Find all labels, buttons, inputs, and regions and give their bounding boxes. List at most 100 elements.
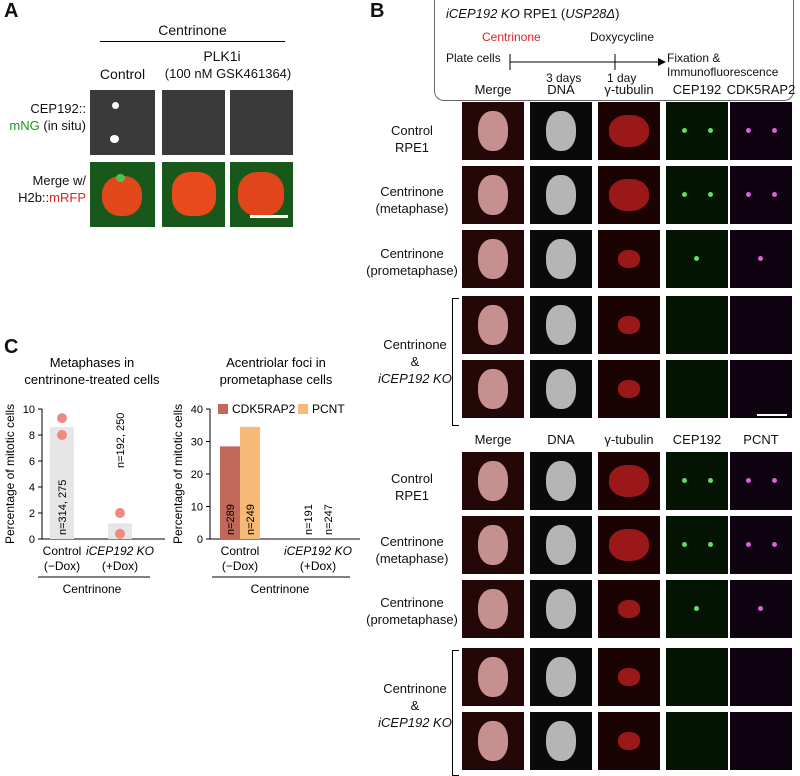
cell-signal <box>546 525 576 565</box>
scale-bar-a <box>250 215 288 218</box>
b-row-label-control-bottom: Control RPE1 <box>372 470 452 504</box>
cell-signal <box>618 732 640 750</box>
panel-a-letter: A <box>4 0 19 22</box>
micrograph-gtub <box>598 102 660 160</box>
cell-signal <box>618 316 640 334</box>
cell-signal <box>478 657 508 697</box>
micrograph-other <box>730 648 792 706</box>
n-label: n=191 <box>303 504 315 535</box>
micrograph-dna <box>530 230 592 288</box>
cell-signal <box>546 369 576 409</box>
micrograph-dna <box>530 166 592 224</box>
row-label-line: iCEP192 KO <box>378 371 452 386</box>
micrograph-merge <box>462 580 524 638</box>
b-column-header: Merge <box>474 82 512 97</box>
legend-swatch <box>298 404 308 414</box>
micrograph-cep192 <box>666 516 728 574</box>
focus-spot <box>708 128 713 133</box>
micrograph-merge-control <box>90 162 155 227</box>
scheme-title-c: USP28Δ <box>565 6 616 21</box>
n-label: n=192, 250 <box>115 413 127 468</box>
focus-spot <box>708 478 713 483</box>
b-column-header: CDK5RAP2 <box>726 82 796 97</box>
mrfp-text: mRFP <box>49 190 86 205</box>
micrograph-merge <box>462 360 524 418</box>
cell-signal <box>546 461 576 501</box>
focus-spot <box>708 192 713 197</box>
micrograph-merge <box>462 452 524 510</box>
b-column-header: PCNT <box>743 432 779 447</box>
cell-signal <box>478 461 508 501</box>
micrograph-merge-plk1i-1 <box>162 162 225 227</box>
micrograph-gtub <box>598 452 660 510</box>
cell-signal <box>609 179 649 211</box>
panel-a-header: Centrinone <box>158 22 227 38</box>
row-label-line: & <box>410 698 420 713</box>
b-bracket-top <box>452 298 459 426</box>
category-label: Control <box>221 544 260 558</box>
focus-spot <box>746 478 751 483</box>
micrograph-cep192 <box>666 360 728 418</box>
micrograph-cep192-control <box>90 90 155 155</box>
cell-signal <box>478 369 508 409</box>
scheme-plate: Plate cells <box>446 51 501 65</box>
group-label: Centrinone <box>63 582 122 596</box>
row-label-line: (metaphase) <box>375 551 449 566</box>
cell-signal <box>546 305 576 345</box>
b-column-header: DNA <box>547 432 575 447</box>
category-label: Control <box>43 544 82 558</box>
row-label-line: Centrinone <box>380 534 444 549</box>
scheme-title: iCEP192 KO RPE1 (USP28Δ) <box>446 6 619 21</box>
row-label-line: (prometaphase) <box>366 263 458 278</box>
focus-spot <box>682 478 687 483</box>
cell-signal <box>546 239 576 279</box>
b-row-label-control-top: Control RPE1 <box>372 122 452 156</box>
bar <box>220 446 240 539</box>
micrograph-dna <box>530 296 592 354</box>
b-column-header: Merge <box>474 432 512 447</box>
row-label-line1: Merge w/ <box>32 173 86 188</box>
row-label-line: RPE1 <box>395 488 429 503</box>
row-label-line: (metaphase) <box>375 201 449 216</box>
y-tick-label: 2 <box>29 508 35 520</box>
scheme-3days: 3 days <box>546 71 582 85</box>
y-tick-label: 10 <box>191 502 203 514</box>
b-row-label-prometa-top: Centrinone (prometaphase) <box>362 245 462 279</box>
row-label-line: (prometaphase) <box>366 612 458 627</box>
micrograph-gtub <box>598 296 660 354</box>
n-label: n=247 <box>323 504 335 535</box>
micrograph-cep192 <box>666 102 728 160</box>
scale-bar-b <box>757 414 787 416</box>
in-situ-text: (in situ) <box>39 118 86 133</box>
micrograph-cep192 <box>666 166 728 224</box>
bar <box>50 427 74 539</box>
row-label-line: RPE1 <box>395 140 429 155</box>
micrograph-merge <box>462 230 524 288</box>
micrograph-merge <box>462 102 524 160</box>
cell-signal <box>618 250 640 268</box>
row-label-line: Centrinone <box>380 595 444 610</box>
cell-signal <box>546 111 576 151</box>
y-tick-label: 0 <box>197 534 203 546</box>
chart-acentriolar-foci: Acentriolar foci in prometaphase cells 0 10… <box>171 356 360 596</box>
micrograph-gtub <box>598 580 660 638</box>
micrograph-merge <box>462 166 524 224</box>
micrograph-gtub <box>598 166 660 224</box>
y-tick-label: 4 <box>29 482 35 494</box>
category-sub-label: (+Dox) <box>102 559 138 573</box>
micrograph-gtub <box>598 360 660 418</box>
category-sub-label: (+Dox) <box>300 559 336 573</box>
category-sub-label: (−Dox) <box>44 559 80 573</box>
chart-title-line2: centrinone-treated cells <box>24 372 160 387</box>
focus-spot <box>758 606 763 611</box>
scheme-fixation: Fixation & <box>667 51 721 65</box>
panel-a-header-line <box>100 41 285 42</box>
cell-signal <box>478 525 508 565</box>
micrograph-dna <box>530 648 592 706</box>
b-column-header: γ-tubulin <box>604 432 654 447</box>
y-axis-label: Percentage of mitotic cells <box>3 404 17 544</box>
panel-b-letter: B <box>370 0 385 22</box>
replicate-dot <box>57 430 67 440</box>
focus-spot <box>694 256 699 261</box>
micrograph-other <box>730 102 792 160</box>
